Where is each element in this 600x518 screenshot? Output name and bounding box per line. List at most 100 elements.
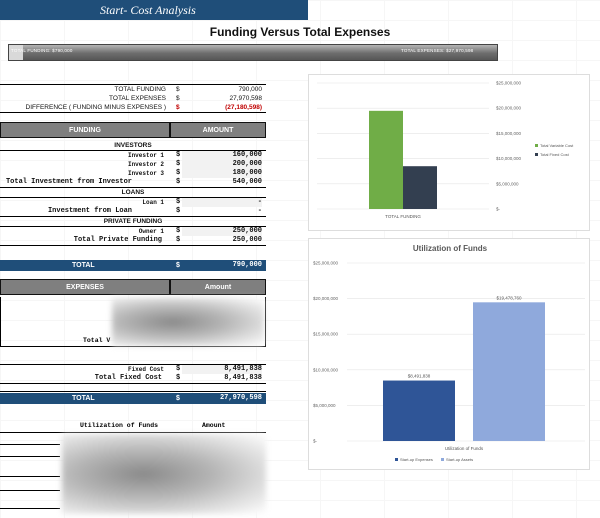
utilization-col-header: Utilization of Funds — [80, 422, 159, 429]
legend-label: Total Variable Cost — [540, 143, 574, 148]
row-divider — [0, 476, 60, 477]
currency-symbol: $ — [176, 198, 181, 206]
investor-label: Investor 1 — [127, 152, 164, 159]
summary-row: TOTAL EXPENSES $ 27,970,598 — [0, 94, 266, 103]
legend-label: Start-up Assets — [446, 457, 473, 462]
y-tick-label: $20,000,000 — [496, 106, 522, 111]
y-tick-label: $15,000,000 — [496, 131, 522, 136]
legend-label: Start-up Expenses — [400, 457, 433, 462]
investors-title: INVESTORS — [114, 142, 152, 149]
funding-progress-fill — [9, 45, 23, 60]
page-title: Funding Versus Total Expenses — [209, 25, 391, 39]
legend-swatch — [535, 144, 538, 147]
total-label: Total Private Funding — [73, 236, 162, 244]
summary-value: 27,970,598 — [229, 95, 262, 102]
owner-label: Owner 1 — [138, 228, 164, 235]
x-category-label: TOTAL FUNDING — [385, 214, 421, 219]
spacer-row — [0, 386, 266, 392]
summary-label: TOTAL FUNDING — [114, 86, 166, 93]
fixed-cost-label: Fixed Cost — [127, 366, 164, 373]
currency-symbol: $ — [176, 207, 181, 215]
utilization-of-funds-chart: Utilization of Funds $25,000,000 $20,000,0… — [308, 238, 590, 470]
funding-header: FUNDING AMOUNT — [0, 122, 266, 140]
summary-value: 790,000 — [238, 86, 263, 93]
chart1-svg: $25,000,000 $20,000,000 $15,000,000 $10,000… — [317, 81, 574, 219]
y-tick-label: $5,000,000 — [496, 181, 519, 186]
expenses-col-header: EXPENSES — [0, 279, 170, 295]
summary-label: TOTAL EXPENSES — [109, 95, 166, 102]
summary-value: (27,180,598) — [225, 104, 262, 111]
loans-title: LOANS — [0, 187, 266, 197]
investors-total-row: Total Investment from Investor $ 540,000 — [0, 178, 266, 187]
currency-symbol: $ — [176, 236, 181, 244]
data-label: $8,491,838 — [408, 374, 431, 379]
summary-label: DIFFERENCE ( FUNDING MINUS EXPENSES ) — [25, 104, 166, 111]
currency-symbol: $ — [176, 395, 180, 402]
chart-title: Utilization of Funds — [413, 244, 488, 253]
total-value: 540,000 — [232, 178, 262, 186]
y-tick-label: $- — [496, 207, 501, 212]
row-divider — [0, 444, 60, 445]
investor-value: 180,000 — [182, 169, 262, 178]
y-tick-label: $15,000,000 — [313, 332, 339, 337]
fixed-cost-row: Fixed Cost $ 8,491,838 — [0, 365, 266, 374]
total-label: Investment from Loan — [47, 207, 132, 215]
sheet-title-banner: Start- Cost Analysis — [0, 0, 308, 20]
loan-value: - — [182, 198, 262, 207]
bar-start-up-expenses — [383, 380, 455, 441]
private-funding-title: PRIVATE FUNDING — [0, 216, 266, 226]
owner-value: 250,000 — [182, 227, 262, 236]
bar-total-fixed-cost — [403, 166, 437, 209]
variable-expense-area: Total V — [0, 297, 266, 347]
y-tick-label: $- — [313, 439, 318, 444]
currency-symbol: $ — [176, 178, 181, 186]
total-value: 250,000 — [232, 236, 262, 244]
amount-col-header: AMOUNT — [170, 122, 266, 138]
currency-symbol: $ — [176, 262, 180, 269]
bar-start-up-assets — [473, 302, 545, 441]
currency-symbol: $ — [176, 227, 181, 235]
investor-label: Investor 2 — [127, 161, 164, 168]
bar-total-variable-cost — [369, 110, 403, 209]
total-label: TOTAL — [72, 262, 95, 269]
investor-label: Investor 3 — [127, 170, 164, 177]
total-value: 27,970,598 — [219, 394, 262, 402]
row-divider — [0, 490, 60, 491]
private-total-row: Total Private Funding $ 250,000 — [0, 236, 266, 246]
investor-row: Investor 3 $ 180,000 — [0, 169, 266, 178]
investor-value: 160,000 — [182, 151, 262, 160]
currency-symbol: $ — [176, 151, 181, 159]
investor-row: Investor 2 $ 200,000 — [0, 160, 266, 169]
amount-col-header: Amount — [170, 279, 266, 295]
total-value: 8,491,838 — [224, 374, 262, 382]
y-tick-label: $25,000,000 — [496, 81, 522, 86]
expenses-total-bar: TOTAL $ 27,970,598 — [0, 393, 266, 404]
currency-symbol: $ — [176, 104, 180, 111]
currency-symbol: $ — [176, 95, 180, 102]
row-divider — [0, 508, 60, 509]
funding-section: INVESTORS Investor 1 $ 160,000 Investor … — [0, 141, 266, 246]
blurred-redaction — [112, 298, 264, 346]
investor-value: 200,000 — [182, 160, 262, 169]
total-label: TOTAL — [72, 395, 95, 402]
investor-row: Investor 1 $ 160,000 — [0, 150, 266, 160]
currency-symbol: $ — [176, 365, 181, 373]
blurred-redaction — [62, 434, 266, 514]
data-label: $19,478,760 — [496, 295, 522, 300]
funding-vs-expenses-chart: $25,000,000 $20,000,000 $15,000,000 $10,000… — [308, 74, 590, 231]
loan-row: Loan 1 $ - — [0, 197, 266, 207]
legend-swatch — [535, 153, 538, 156]
x-category-label: Utilization of Funds — [445, 446, 484, 451]
loans-total-row: Investment from Loan $ - — [0, 207, 266, 216]
y-tick-label: $25,000,000 — [313, 261, 339, 266]
currency-symbol: $ — [176, 86, 180, 93]
summary-row: DIFFERENCE ( FUNDING MINUS EXPENSES ) $ … — [0, 103, 266, 112]
loan-label: Loan 1 — [142, 199, 164, 206]
owner-row: Owner 1 $ 250,000 — [0, 226, 266, 236]
fixed-cost-section: Fixed Cost $ 8,491,838 Total Fixed Cost … — [0, 364, 266, 384]
funding-progress-bar: TOTAL FUNDING: $790,000 TOTAL EXPENSES: … — [8, 44, 498, 61]
y-tick-label: $10,000,000 — [496, 156, 522, 161]
currency-symbol: $ — [176, 160, 181, 168]
funding-total-bar: TOTAL $ 790,000 — [0, 260, 266, 271]
y-tick-label: $5,000,000 — [313, 403, 336, 408]
